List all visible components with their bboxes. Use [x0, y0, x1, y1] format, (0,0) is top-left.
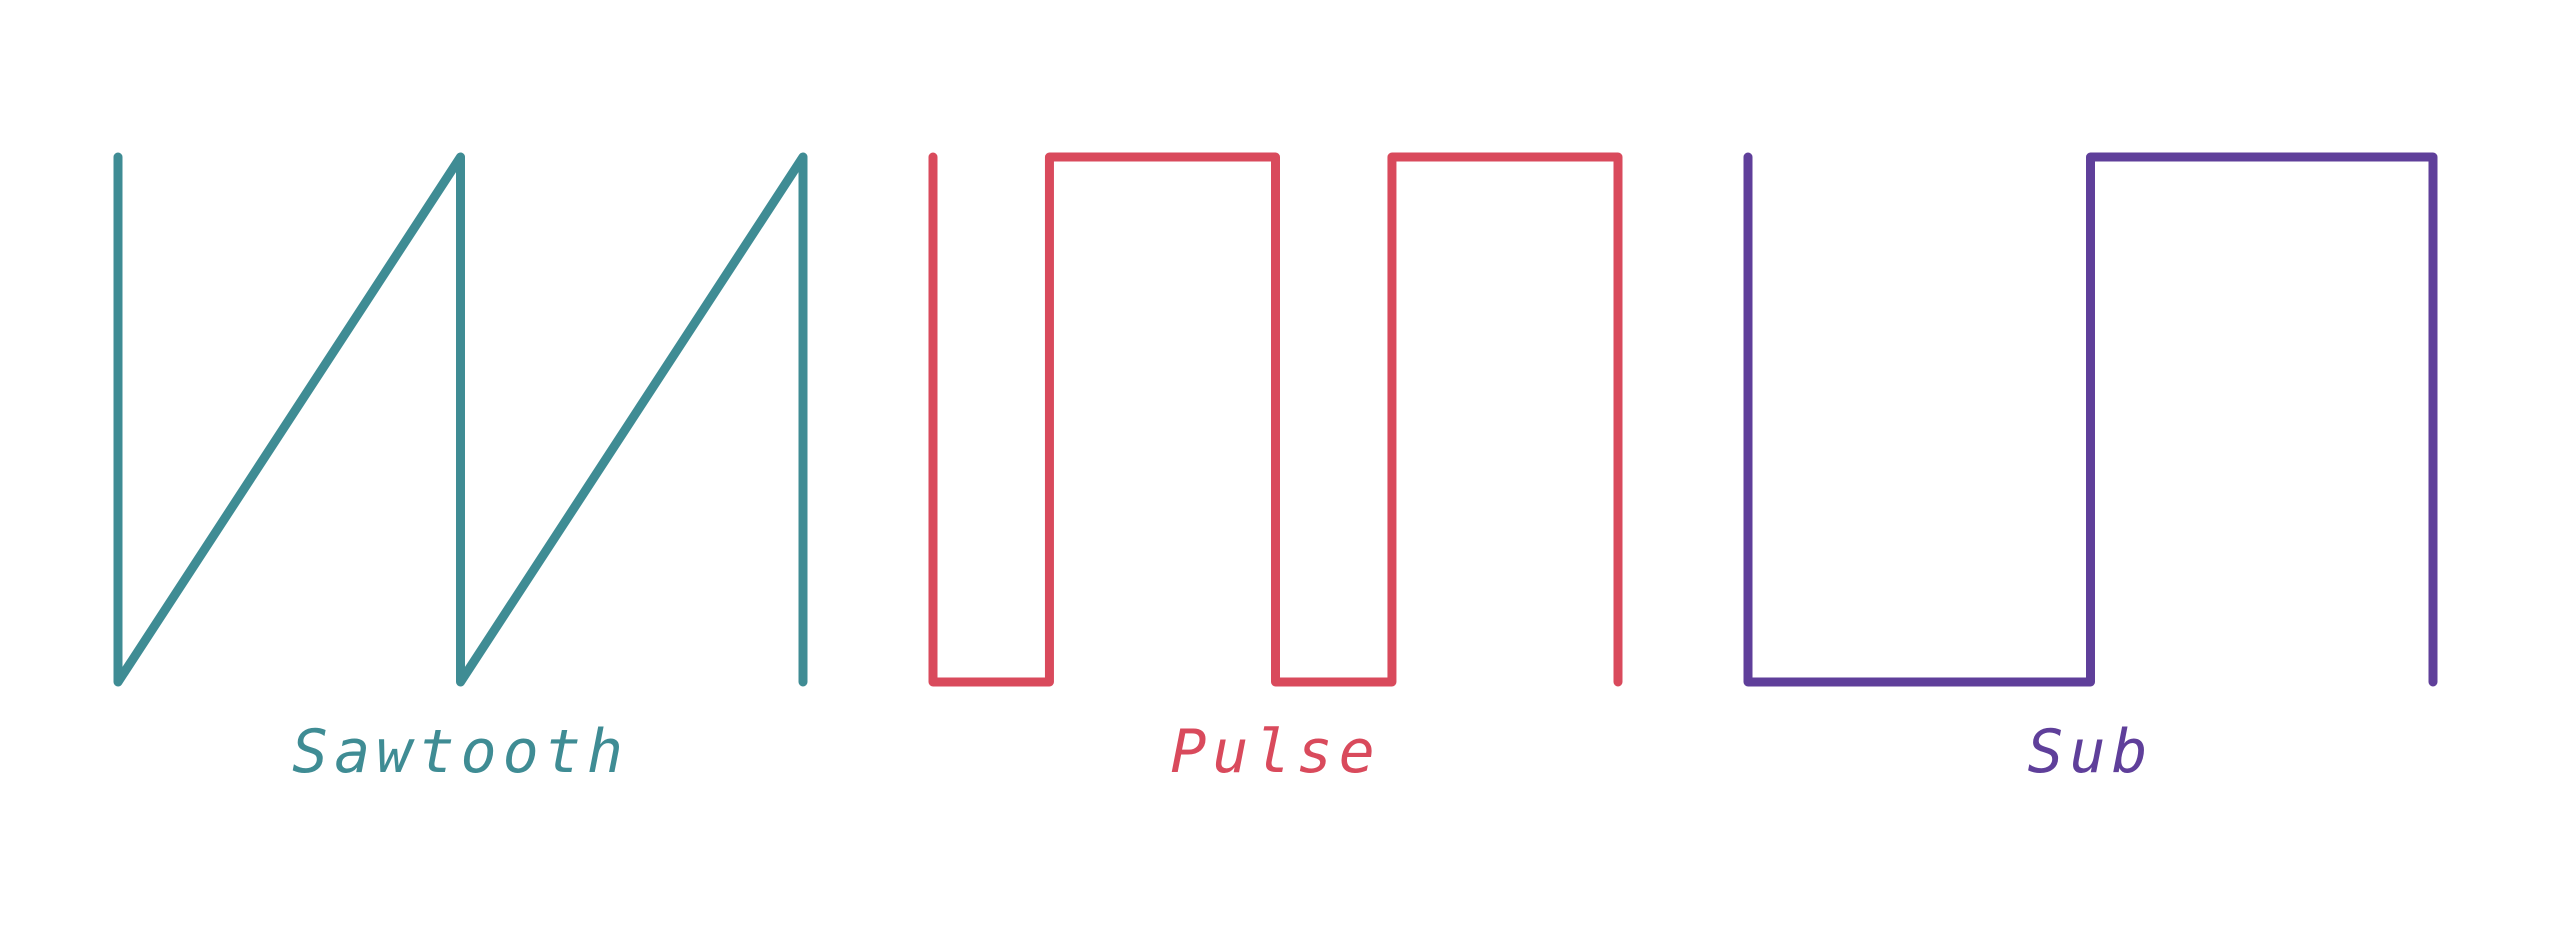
sawtooth-wave [113, 152, 808, 687]
sub-label: Sub [2027, 717, 2154, 787]
pulse-wave [928, 152, 1623, 687]
pulse-label: Pulse [1170, 717, 1381, 787]
sawtooth-label: Sawtooth [292, 717, 629, 787]
sub-wave [1743, 152, 2438, 687]
